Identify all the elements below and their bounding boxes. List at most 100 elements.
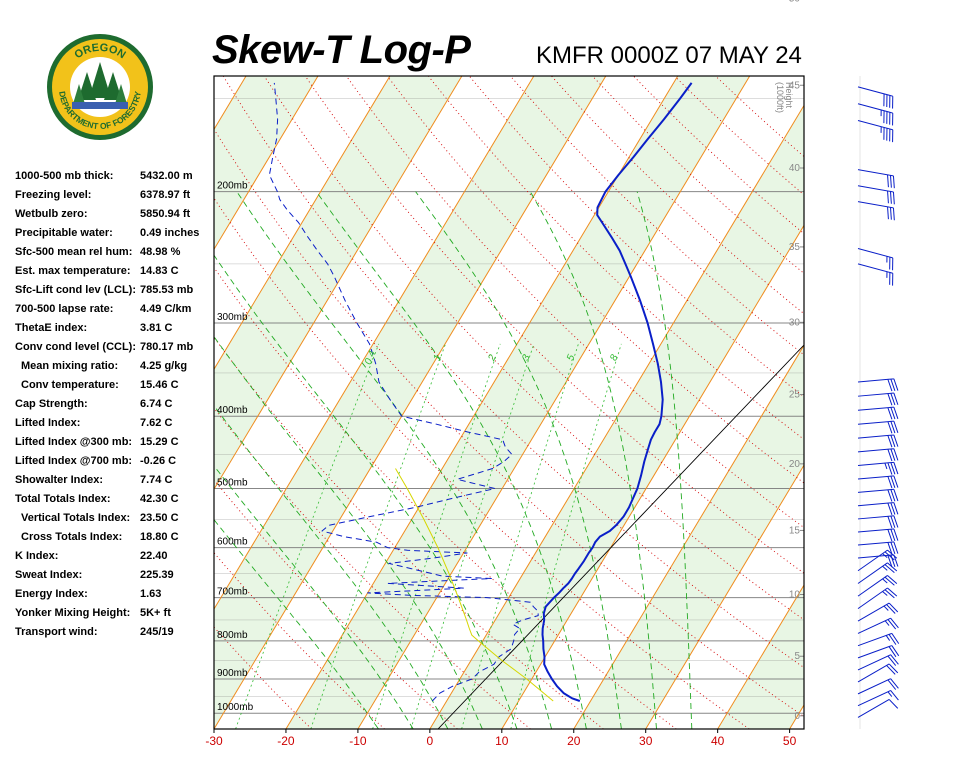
- mixing-ratio-line: [410, 343, 535, 729]
- wind-barb-staff: [857, 575, 888, 597]
- index-value: 245/19: [140, 626, 174, 638]
- mixing-ratio-label: 3: [520, 353, 532, 363]
- isotherm-line: [214, 76, 535, 611]
- index-row: Est. max temperature: 14.83 C: [15, 265, 215, 284]
- index-label: Transport wind:: [15, 626, 98, 638]
- wind-barb: [857, 549, 898, 572]
- index-row: Yonker Mixing Height: 5K+ ft: [15, 607, 215, 626]
- wind-barb: [857, 690, 899, 707]
- moist-adiabat: [214, 335, 483, 729]
- index-label: Yonker Mixing Height:: [15, 607, 131, 619]
- index-value: 14.83 C: [140, 265, 179, 277]
- mixing-ratio-label: 5: [565, 353, 577, 363]
- wind-barb-feather: [890, 617, 899, 629]
- height-tick-label: 30: [789, 317, 801, 328]
- wind-barb-feather: [887, 529, 893, 542]
- wind-barb-feather: [890, 378, 896, 391]
- wind-barb: [857, 541, 899, 555]
- wind-barb-feather: [890, 393, 896, 406]
- wind-barb: [857, 617, 899, 634]
- wind-barb-feather: [893, 378, 899, 391]
- index-label: Vertical Totals Index:: [21, 512, 131, 524]
- index-label: Wetbulb zero:: [15, 208, 88, 220]
- pressure-label: 500mb: [217, 478, 248, 489]
- pressure-label: 600mb: [217, 537, 248, 548]
- index-label: Conv cond level (CCL):: [15, 341, 137, 353]
- isotherm-line: [429, 104, 804, 729]
- moist-adiabat: [214, 254, 518, 729]
- wind-barb: [857, 461, 899, 475]
- wind-barb-staff: [857, 699, 890, 718]
- index-value: 7.74 C: [140, 474, 173, 486]
- wind-barb-feather: [888, 602, 899, 613]
- wind-barb: [857, 263, 894, 286]
- isotherm-line: [214, 76, 607, 729]
- mixing-ratio-line: [461, 343, 579, 729]
- index-row: Sfc-500 mean rel hum: 48.98 %: [15, 246, 215, 265]
- wind-barb-feather: [893, 554, 899, 567]
- isotherm-line: [0, 76, 30, 729]
- moist-adiabat: [529, 191, 657, 729]
- wind-barb-staff: [857, 86, 893, 97]
- isotherm-line: [645, 464, 804, 729]
- wind-barb: [857, 502, 899, 515]
- index-label: Precipitable water:: [15, 227, 113, 239]
- index-value: 5K+ ft: [140, 607, 171, 619]
- mixing-ratio-line: [310, 343, 446, 729]
- wind-barb-feather: [887, 407, 893, 420]
- wind-barb-staff: [857, 169, 894, 177]
- wind-barb-column: [857, 76, 900, 729]
- chart-title: Skew-T Log-P: [212, 28, 471, 72]
- index-value: 5850.94 ft: [140, 208, 191, 220]
- wind-barb-feather: [890, 489, 896, 502]
- wind-barb-staff: [857, 690, 891, 707]
- wind-barb-feather: [887, 421, 893, 434]
- isotherm-line: [214, 76, 319, 251]
- index-value: 1.63: [140, 588, 162, 600]
- wind-barb: [857, 119, 894, 143]
- index-value: 4.25 g/kg: [140, 360, 188, 372]
- height-tick-label: 35: [789, 242, 801, 253]
- height-tick-label: 0: [794, 711, 800, 722]
- wind-barb: [857, 528, 899, 542]
- index-row: Freezing level: 6378.97 ft: [15, 189, 215, 208]
- wind-barb-feather: [890, 435, 896, 448]
- wind-barb: [857, 406, 899, 420]
- dry-adiabat: [214, 197, 750, 729]
- pressure-label: 200mb: [217, 181, 248, 192]
- wind-barb-feather: [888, 699, 899, 709]
- index-value: 6.74 C: [140, 398, 173, 410]
- isotherm-line: [789, 704, 804, 729]
- wind-barb-feather: [892, 175, 895, 189]
- index-label: Est. max temperature:: [15, 265, 131, 277]
- wind-barb-feather: [884, 564, 895, 574]
- index-value: 225.39: [140, 569, 174, 581]
- wind-barb-feather: [891, 645, 900, 657]
- wind-barb: [857, 248, 894, 271]
- wind-barb: [857, 515, 899, 529]
- index-value: 0.49 inches: [140, 227, 200, 239]
- wind-barb-feather: [890, 554, 896, 567]
- dry-adiabat: [214, 128, 804, 718]
- wind-barb-feather: [887, 619, 897, 630]
- temperature-tick-label: 0: [427, 734, 434, 748]
- wind-barb: [857, 103, 894, 126]
- temperature-tick-label: 10: [495, 734, 509, 748]
- wind-barb-feather: [890, 515, 896, 528]
- isotherm-line: [285, 76, 679, 729]
- index-row: Wetbulb zero: 5850.94 ft: [15, 208, 215, 227]
- wind-barb: [857, 575, 898, 597]
- wind-barb-feather: [893, 434, 899, 447]
- wind-barb-staff: [857, 103, 893, 114]
- wind-barb-feather: [891, 633, 900, 644]
- isotherm-line: [214, 76, 391, 371]
- mixing-ratio-labels: 0.4 1 2 3 5 8: [363, 349, 621, 366]
- height-tick-label: 25: [789, 390, 801, 401]
- wind-barb-half-feather: [884, 620, 890, 626]
- isotherm-line: [357, 76, 751, 729]
- wind-barb: [857, 420, 899, 434]
- index-label: Sweat Index:: [15, 569, 83, 581]
- pressure-label: 300mb: [217, 312, 248, 323]
- wind-barb: [857, 475, 899, 489]
- index-row: Lifted Index: 7.62 C: [15, 417, 215, 436]
